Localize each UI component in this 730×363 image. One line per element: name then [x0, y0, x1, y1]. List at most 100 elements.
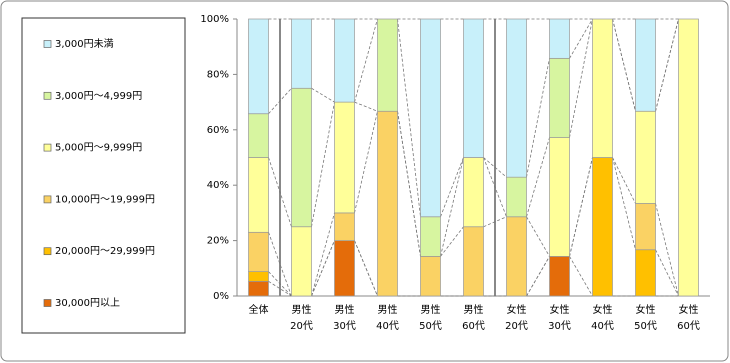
bar-segment — [248, 271, 269, 282]
series-line — [569, 18, 593, 138]
legend-swatch — [43, 40, 52, 48]
series-line — [569, 256, 593, 297]
legend-swatch — [43, 299, 52, 307]
series-line — [569, 157, 593, 257]
series-line — [268, 87, 292, 115]
series-line — [612, 157, 636, 250]
series-line — [526, 58, 550, 178]
x-tick-label: 女性 20代 — [505, 305, 528, 332]
y-tick-label: 20% — [207, 236, 229, 247]
bar-segment — [635, 18, 656, 112]
bar-segment — [291, 87, 312, 228]
series-line — [397, 111, 421, 257]
series-line — [569, 18, 593, 59]
series-line — [268, 232, 292, 297]
x-tick-label: 女性 60代 — [677, 305, 700, 332]
legend-swatch — [43, 143, 52, 152]
series-line — [612, 18, 636, 112]
bar-segment — [592, 18, 613, 158]
series-line — [354, 18, 378, 103]
x-tick-label: 男性 30代 — [333, 305, 356, 332]
bar-segment — [420, 256, 441, 297]
legend-swatch — [43, 91, 52, 100]
series-line — [311, 102, 335, 227]
bar-segment — [334, 18, 355, 103]
legend-swatch — [43, 247, 52, 256]
series-line — [354, 101, 378, 112]
series-line — [440, 226, 464, 257]
x-tick-label: 男性 40代 — [376, 305, 399, 332]
series-line — [268, 157, 292, 227]
legend-label: 30,000円以上 — [55, 297, 120, 309]
series-line — [655, 249, 679, 297]
series-line — [354, 111, 378, 213]
x-tick-label: 男性 60代 — [462, 305, 485, 332]
bar-segment — [549, 18, 570, 59]
series-line — [397, 18, 421, 217]
series-line — [483, 157, 507, 178]
bar-segment — [291, 18, 312, 89]
bar-segment — [248, 231, 269, 272]
series-line — [612, 157, 636, 204]
bar-segment — [549, 256, 570, 297]
bar-segment — [678, 18, 699, 297]
bar-segment — [463, 18, 484, 158]
bar-segment — [248, 280, 269, 297]
series-line — [526, 137, 550, 217]
bar-segment — [248, 113, 269, 158]
legend-label: 3,000円～4,999円 — [55, 91, 142, 102]
series-line — [483, 157, 507, 217]
x-tick-label: 女性 50代 — [634, 305, 657, 332]
y-tick-label: 0% — [213, 291, 229, 302]
bar-segment — [549, 57, 570, 138]
x-tick-label: 女性 30代 — [548, 305, 571, 332]
bar-segment — [248, 157, 269, 233]
bar-segment — [334, 240, 355, 297]
series-line — [311, 212, 335, 297]
series-line — [655, 18, 679, 112]
series-line — [440, 157, 464, 257]
y-tick-label: 100% — [200, 14, 229, 25]
bar-segment — [463, 226, 484, 297]
bar-segment — [420, 18, 441, 218]
legend-label: 5,000円～9,999円 — [55, 143, 142, 154]
bar-segment — [420, 216, 441, 257]
y-tick-label: 40% — [207, 180, 229, 191]
bar-segment — [334, 212, 355, 241]
bar-segment — [635, 110, 656, 204]
bar-segment — [248, 18, 269, 115]
legend-box — [21, 17, 186, 334]
x-tick-label: 男性 50代 — [419, 305, 442, 332]
series-line — [526, 256, 550, 297]
x-tick-label: 女性 40代 — [591, 305, 614, 332]
x-tick-label: 全体 — [248, 305, 269, 316]
legend-label: 3,000円未満 — [55, 38, 114, 50]
legend-label: 10,000円～19,999円 — [55, 194, 155, 205]
bar-segment — [506, 18, 527, 178]
bar-segment — [506, 176, 527, 218]
bar-segment — [635, 249, 656, 297]
bar-segment — [592, 157, 613, 297]
series-line — [440, 157, 464, 217]
bar-segment — [334, 101, 355, 214]
bar-segment — [506, 216, 527, 297]
series-line — [483, 216, 507, 228]
series-line — [311, 87, 335, 103]
bar-segment — [549, 137, 570, 257]
y-tick-label: 60% — [207, 125, 229, 136]
bar-segment — [635, 203, 656, 251]
x-tick-label: 男性 20代 — [290, 305, 313, 332]
series-line — [655, 203, 679, 297]
series-line — [526, 216, 550, 257]
legend-label: 20,000円～29,999円 — [55, 246, 155, 257]
bar-segment — [377, 18, 398, 112]
series-line — [268, 271, 292, 297]
bar-segment — [291, 226, 312, 297]
bar-segment — [463, 157, 484, 228]
bar-segment — [377, 110, 398, 297]
legend-swatch — [43, 195, 52, 204]
y-tick-label: 80% — [207, 69, 229, 80]
series-line — [268, 280, 292, 297]
